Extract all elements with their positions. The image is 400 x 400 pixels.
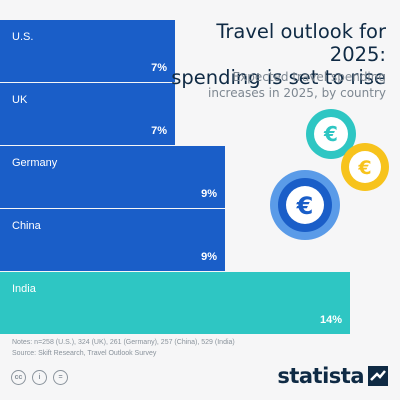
bar	[0, 20, 175, 82]
category-label: India	[12, 283, 37, 295]
coin-symbol: €	[357, 157, 371, 179]
footnotes: Notes: n=258 (U.S.), 324 (UK), 261 (Germ…	[12, 337, 312, 359]
bar	[0, 272, 350, 334]
euro-coin-icon: €	[341, 143, 389, 191]
category-label: China	[12, 220, 42, 232]
bar	[0, 83, 175, 145]
value-label: 9%	[201, 251, 217, 263]
chart-title: Travel outlook for 2025: spending is set…	[156, 20, 386, 89]
value-label: 7%	[151, 125, 167, 137]
by-icon[interactable]: i	[32, 370, 47, 385]
source-text: Source: Skift Research, Travel Outlook S…	[12, 350, 157, 357]
brand-name: statista	[277, 364, 364, 388]
value-label: 7%	[151, 62, 167, 74]
category-label: UK	[12, 94, 28, 106]
chart-subtitle: Expected travel spending increases in 20…	[156, 69, 386, 101]
bar	[0, 209, 225, 271]
euro-coin-icon: €	[270, 170, 340, 240]
title-line: Travel outlook for 2025:	[216, 20, 386, 66]
coin-symbol: €	[296, 192, 314, 220]
category-label: U.S.	[12, 31, 33, 43]
euro-coins-illustration: € € €	[270, 109, 389, 240]
euro-coin-icon: €	[306, 109, 356, 159]
subtitle-line: increases in 2025, by country	[208, 86, 386, 100]
nd-icon[interactable]: =	[53, 370, 68, 385]
coin-symbol: €	[323, 122, 338, 146]
value-label: 9%	[201, 188, 217, 200]
title-line: spending is set to rise	[171, 66, 386, 89]
statista-mark-icon	[368, 366, 388, 386]
subtitle-line: Expected travel spending	[232, 70, 386, 84]
cc-icon[interactable]: cc	[11, 370, 26, 385]
bar	[0, 146, 225, 208]
category-label: Germany	[12, 157, 58, 169]
value-label: 14%	[320, 314, 342, 326]
statista-logo[interactable]: statista	[277, 364, 388, 388]
license-icons: cc i =	[11, 370, 68, 385]
notes-text: Notes: n=258 (U.S.), 324 (UK), 261 (Germ…	[12, 339, 235, 346]
